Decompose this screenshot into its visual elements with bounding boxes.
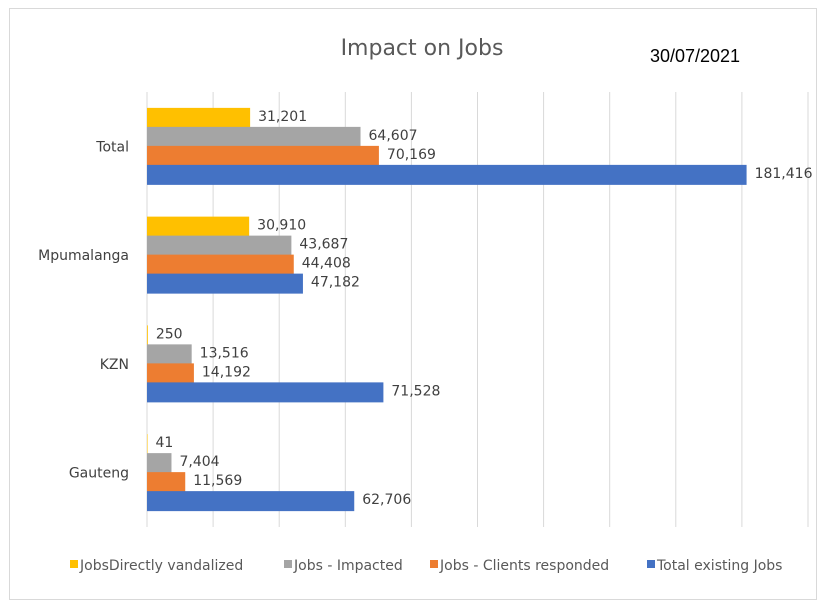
bar	[147, 434, 148, 455]
category-label: Total	[95, 139, 129, 155]
category-labels: Total Mpumalanga KZN Gauteng	[38, 139, 129, 481]
legend-swatch	[647, 560, 655, 568]
bar	[147, 145, 379, 166]
bar	[147, 216, 250, 237]
data-label: 13,516	[200, 345, 249, 361]
data-label: 71,528	[391, 383, 440, 399]
bar	[147, 363, 194, 384]
bar	[147, 453, 172, 474]
data-label: 7,404	[179, 454, 219, 470]
data-label: 11,569	[193, 473, 242, 489]
data-label: 14,192	[202, 364, 251, 380]
data-label: 41	[156, 435, 174, 451]
legend-swatch	[70, 560, 78, 568]
bars	[147, 107, 747, 512]
legend-entry: Jobs - Clients responded	[439, 558, 609, 574]
data-label: 43,687	[299, 237, 348, 253]
data-label: 30,910	[257, 218, 306, 234]
data-label: 31,201	[258, 109, 307, 125]
category-label: KZN	[100, 357, 129, 373]
data-label: 62,706	[362, 492, 411, 508]
bar	[147, 344, 192, 365]
bar	[147, 491, 355, 512]
data-label: 44,408	[302, 256, 351, 272]
bar	[147, 254, 294, 275]
bar	[147, 382, 384, 403]
chart-frame	[9, 8, 817, 600]
bar	[147, 472, 186, 493]
bar	[147, 235, 292, 256]
date-stamp: 30/07/2021	[650, 46, 740, 66]
legend-swatch	[430, 560, 438, 568]
legend-entry: Jobs - Impacted	[293, 558, 403, 574]
data-label: 47,182	[311, 275, 360, 291]
chart-title: Impact on Jobs	[341, 36, 504, 61]
data-label: 250	[156, 326, 183, 342]
category-label: Gauteng	[69, 466, 129, 482]
legend-entry: Total existing Jobs	[656, 558, 782, 574]
data-label: 70,169	[387, 147, 436, 163]
data-label: 181,416	[755, 166, 813, 182]
bar	[147, 107, 251, 128]
legend: JobsDirectly vandalized Jobs - Impacted Jo…	[70, 558, 782, 574]
legend-entry: JobsDirectly vandalized	[79, 558, 243, 574]
data-labels: 31,201 64,607 70,169 181,416 30,910 43,687 44,…	[156, 109, 813, 508]
category-label: Mpumalanga	[38, 248, 129, 264]
bar	[147, 126, 361, 147]
data-label: 64,607	[369, 128, 418, 144]
legend-swatch	[284, 560, 292, 568]
bar	[147, 273, 303, 294]
bar	[147, 164, 747, 185]
bar	[147, 325, 148, 346]
